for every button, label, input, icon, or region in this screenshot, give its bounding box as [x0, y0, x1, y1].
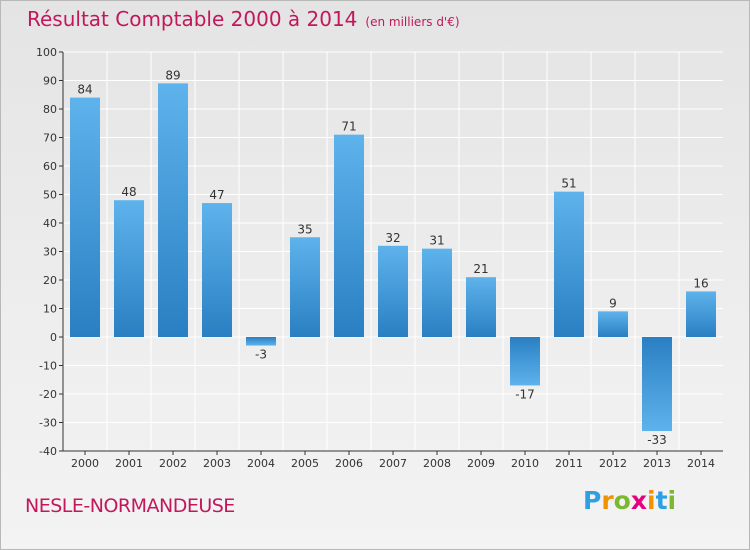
data-label: 9: [609, 296, 617, 310]
bar: [422, 248, 452, 337]
y-tick-label: 30: [43, 246, 57, 259]
bar: [554, 191, 584, 337]
x-tick-label: 2007: [379, 457, 407, 470]
x-tick-label: 2014: [687, 457, 715, 470]
y-tick-label: -10: [39, 360, 57, 373]
place-name: NESLE-NORMANDEUSE: [25, 495, 235, 517]
logo-letter: i: [647, 486, 656, 515]
logo-letter: t: [655, 486, 668, 515]
chart-subtitle: (en milliers d'€): [365, 15, 460, 29]
logo-letter: i: [667, 486, 677, 515]
data-label: 51: [561, 177, 576, 191]
logo-letter: r: [601, 486, 614, 515]
x-tick-label: 2009: [467, 457, 495, 470]
x-tick-label: 2001: [115, 457, 143, 470]
x-tick-label: 2012: [599, 457, 627, 470]
chart-title: Résultat Comptable 2000 à 2014 (en millie…: [27, 7, 460, 31]
data-label: 31: [429, 234, 444, 248]
x-tick-label: 2011: [555, 457, 583, 470]
chart-title-text: Résultat Comptable 2000 à 2014: [27, 7, 358, 31]
y-tick-label: 80: [43, 103, 57, 116]
y-tick-label: -20: [39, 388, 57, 401]
x-tick-label: 2013: [643, 457, 671, 470]
logo-letter: x: [630, 486, 647, 515]
bar: [290, 237, 320, 337]
data-label: 47: [209, 188, 224, 202]
data-label: 21: [473, 262, 488, 276]
data-label: -33: [647, 433, 667, 447]
y-tick-label: 70: [43, 132, 57, 145]
data-label: -17: [515, 387, 535, 401]
bar: [334, 134, 364, 337]
bar: [686, 291, 716, 337]
data-label: 71: [341, 120, 356, 134]
y-tick-label: 60: [43, 160, 57, 173]
bar: [158, 83, 188, 337]
y-tick-label: 90: [43, 75, 57, 88]
y-tick-label: 40: [43, 217, 57, 230]
data-label: -3: [255, 348, 267, 362]
y-tick-label: 20: [43, 274, 57, 287]
logo-letter: o: [613, 486, 631, 515]
bar: [114, 200, 144, 337]
y-tick-label: 10: [43, 303, 57, 316]
y-tick-label: 50: [43, 189, 57, 202]
data-label: 35: [297, 222, 312, 236]
x-tick-label: 2010: [511, 457, 539, 470]
x-tick-label: 2005: [291, 457, 319, 470]
data-label: 48: [121, 185, 136, 199]
y-tick-label: 0: [50, 331, 57, 344]
bar: [202, 203, 232, 337]
bar: [246, 337, 276, 346]
x-tick-label: 2002: [159, 457, 187, 470]
x-tick-label: 2000: [71, 457, 99, 470]
data-label: 32: [385, 231, 400, 245]
proxiti-logo: Proxiti: [583, 486, 676, 515]
bar: [510, 337, 540, 386]
y-tick-label: 100: [36, 46, 57, 59]
y-tick-label: -40: [39, 445, 57, 458]
data-label: 16: [693, 276, 708, 290]
bar: [70, 97, 100, 337]
x-tick-label: 2008: [423, 457, 451, 470]
logo-letter: P: [583, 486, 602, 515]
data-label: 89: [165, 68, 180, 82]
bar: [378, 245, 408, 337]
bar: [598, 311, 628, 337]
y-tick-label: -30: [39, 417, 57, 430]
bar: [642, 337, 672, 432]
x-tick-label: 2004: [247, 457, 275, 470]
data-label: 84: [77, 83, 92, 97]
x-tick-label: 2006: [335, 457, 363, 470]
bar: [466, 277, 496, 337]
x-tick-label: 2003: [203, 457, 231, 470]
